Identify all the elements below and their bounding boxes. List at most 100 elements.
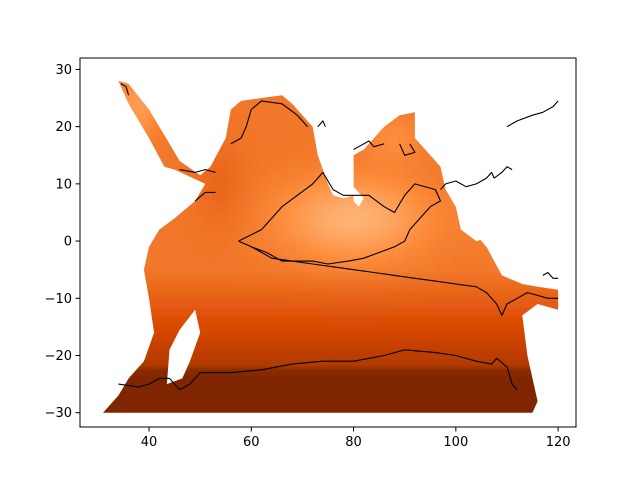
heatmap-cell xyxy=(297,178,306,188)
heatmap-cell xyxy=(243,401,252,411)
heatmap-cell xyxy=(404,246,413,256)
heatmap-cell xyxy=(335,315,344,325)
heatmap-cell xyxy=(496,83,505,93)
heatmap-cell xyxy=(228,349,237,359)
heatmap-cell xyxy=(174,186,183,196)
heatmap-cell xyxy=(358,332,367,342)
heatmap-cell xyxy=(535,324,544,334)
heatmap-cell xyxy=(159,126,168,136)
heatmap-cell xyxy=(489,126,498,136)
heatmap-cell xyxy=(542,272,552,282)
heatmap-cell xyxy=(266,332,275,342)
heatmap-cell xyxy=(282,80,291,85)
heatmap-cell xyxy=(282,221,291,231)
heatmap-cell xyxy=(427,246,436,256)
heatmap-cell xyxy=(220,409,229,413)
heatmap-cell xyxy=(236,358,245,368)
heatmap-cell xyxy=(542,332,552,342)
heatmap-cell xyxy=(197,358,206,368)
heatmap-cell xyxy=(366,229,375,239)
heatmap-cell xyxy=(496,324,505,334)
heatmap-cell xyxy=(473,135,482,145)
heatmap-cell xyxy=(335,109,344,119)
heatmap-cell xyxy=(496,281,505,291)
heatmap-cell xyxy=(443,246,452,256)
heatmap-cell xyxy=(374,195,383,205)
heatmap-cell xyxy=(143,212,153,222)
heatmap-cell xyxy=(397,212,406,222)
heatmap-cell xyxy=(443,212,452,222)
contour-line xyxy=(542,271,559,279)
heatmap-cell xyxy=(105,203,114,214)
heatmap-cell xyxy=(458,118,467,128)
heatmap-cell xyxy=(343,92,352,102)
heatmap-cell xyxy=(527,392,536,402)
heatmap-cell xyxy=(136,152,145,162)
heatmap-cell xyxy=(504,281,513,291)
heatmap-cell xyxy=(458,281,467,291)
heatmap-cell xyxy=(105,409,114,413)
heatmap-cell xyxy=(374,281,383,291)
heatmap-cell xyxy=(566,127,574,136)
heatmap-cell xyxy=(266,281,275,291)
heatmap-cell xyxy=(404,100,413,111)
heatmap-cell xyxy=(420,186,429,196)
heatmap-cell xyxy=(274,100,283,111)
heatmap-cell xyxy=(274,324,283,334)
heatmap-cell xyxy=(473,298,482,308)
heatmap-cell xyxy=(535,375,544,385)
heatmap-cell xyxy=(420,212,429,222)
heatmap-cell xyxy=(389,315,398,325)
heatmap-cell xyxy=(412,143,421,153)
heatmap-cell xyxy=(251,161,260,171)
heatmap-cell xyxy=(251,332,260,342)
heatmap-cell xyxy=(466,126,475,136)
heatmap-cell xyxy=(274,186,283,196)
heatmap-cell xyxy=(205,409,214,413)
heatmap-cell xyxy=(167,67,175,76)
heatmap-cell xyxy=(289,264,298,274)
heatmap-cell xyxy=(312,109,321,119)
heatmap-cell xyxy=(366,178,375,188)
heatmap-cell xyxy=(236,169,245,179)
heatmap-cell xyxy=(404,203,413,214)
heatmap-cell xyxy=(512,229,521,239)
heatmap-cell xyxy=(197,135,206,145)
heatmap-cell xyxy=(189,92,199,102)
heatmap-cell xyxy=(435,161,444,171)
heatmap-cell xyxy=(205,135,214,145)
heatmap-cell xyxy=(466,246,475,256)
heatmap-cell xyxy=(228,238,237,248)
heatmap-cell xyxy=(297,264,306,274)
heatmap-cell xyxy=(458,255,467,265)
heatmap-cell xyxy=(320,203,329,214)
heatmap-cell xyxy=(305,126,314,136)
heatmap-cell xyxy=(489,401,498,411)
heatmap-cell xyxy=(105,384,114,394)
heatmap-cell xyxy=(328,109,337,119)
heatmap-cell xyxy=(443,315,452,325)
heatmap-cell xyxy=(144,67,152,76)
heatmap-cell xyxy=(566,367,574,376)
heatmap-cell xyxy=(189,100,199,111)
heatmap-cell xyxy=(427,272,436,282)
heatmap-cell xyxy=(328,264,337,274)
heatmap-cell xyxy=(182,67,190,76)
heatmap-cell xyxy=(212,401,222,411)
heatmap-cell xyxy=(496,264,505,274)
heatmap-cell xyxy=(443,401,452,411)
heatmap-cell xyxy=(113,195,122,205)
heatmap-cell xyxy=(312,289,321,299)
heatmap-cell xyxy=(266,109,275,119)
heatmap-cell xyxy=(143,358,153,368)
heatmap-cell xyxy=(343,349,352,359)
heatmap-cell xyxy=(136,401,145,411)
heatmap-cell xyxy=(274,118,283,128)
heatmap-cell xyxy=(343,324,352,334)
heatmap-cell xyxy=(443,332,452,342)
heatmap-cell xyxy=(251,195,260,205)
heatmap-cell xyxy=(243,92,252,102)
heatmap-cell xyxy=(105,186,114,196)
heatmap-cell xyxy=(542,384,552,394)
heatmap-cell xyxy=(351,212,360,222)
